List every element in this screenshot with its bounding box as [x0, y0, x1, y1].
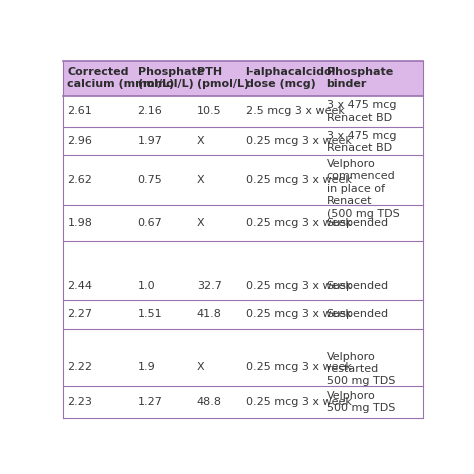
Text: Corrected
calcium (mmol/L): Corrected calcium (mmol/L) [67, 67, 174, 89]
Bar [63, 273, 423, 301]
Text: 0.75: 0.75 [137, 175, 162, 185]
Bar [63, 205, 423, 241]
Text: Suspended: Suspended [327, 310, 389, 319]
Text: 2.96: 2.96 [67, 136, 92, 146]
Text: 1.27: 1.27 [137, 397, 163, 407]
Text: Velphoro
restarted
500 mg TDS: Velphoro restarted 500 mg TDS [327, 352, 395, 386]
Text: Suspended: Suspended [327, 282, 389, 292]
Text: Velphoro
commenced
in place of
Renacet
(500 mg TDS: Velphoro commenced in place of Renacet (… [327, 159, 399, 219]
Text: 41.8: 41.8 [197, 310, 222, 319]
Text: 2.23: 2.23 [67, 397, 92, 407]
Text: X: X [197, 218, 205, 228]
Text: 2.62: 2.62 [67, 175, 92, 185]
Bar [63, 155, 423, 205]
Text: 32.7: 32.7 [197, 282, 222, 292]
Bar [63, 127, 423, 155]
Text: 2.22: 2.22 [67, 362, 92, 372]
Text: 0.25 mcg 3 x week: 0.25 mcg 3 x week [246, 282, 351, 292]
Text: 48.8: 48.8 [197, 397, 222, 407]
Text: 10.5: 10.5 [197, 106, 221, 116]
Bar [63, 301, 423, 328]
Text: 0.25 mcg 3 x week: 0.25 mcg 3 x week [246, 397, 351, 407]
Text: Phosphate
(mmol/L): Phosphate (mmol/L) [137, 67, 204, 89]
Text: 1.9: 1.9 [137, 362, 155, 372]
Text: X: X [197, 175, 205, 185]
Text: 2.27: 2.27 [67, 310, 92, 319]
Text: X: X [197, 362, 205, 372]
Text: X: X [197, 136, 205, 146]
Text: Suspended: Suspended [327, 218, 389, 228]
Text: 2.61: 2.61 [67, 106, 92, 116]
Text: 0.25 mcg 3 x week: 0.25 mcg 3 x week [246, 136, 351, 146]
Text: 0.25 mcg 3 x week: 0.25 mcg 3 x week [246, 310, 351, 319]
Text: 0.67: 0.67 [137, 218, 162, 228]
Text: 1.98: 1.98 [67, 218, 92, 228]
Text: Phosphate
binder: Phosphate binder [327, 67, 393, 89]
Text: 1.51: 1.51 [137, 310, 162, 319]
Text: 2.5 mcg 3 x week: 2.5 mcg 3 x week [246, 106, 345, 116]
Text: l-alphacalcidol
dose (mcg): l-alphacalcidol dose (mcg) [246, 67, 336, 89]
Text: 3 x 475 mcg
Renacet BD: 3 x 475 mcg Renacet BD [327, 100, 396, 123]
Text: 2.44: 2.44 [67, 282, 92, 292]
Bar [63, 328, 423, 347]
Text: 3 x 475 mcg
Renacet BD: 3 x 475 mcg Renacet BD [327, 131, 396, 154]
Text: PTH
(pmol/L): PTH (pmol/L) [197, 67, 249, 89]
Text: Velphoro
500 mg TDS: Velphoro 500 mg TDS [327, 391, 395, 413]
Bar [63, 386, 423, 418]
Text: 0.25 mcg 3 x week: 0.25 mcg 3 x week [246, 175, 351, 185]
Text: 1.97: 1.97 [137, 136, 163, 146]
Text: 0.25 mcg 3 x week: 0.25 mcg 3 x week [246, 362, 351, 372]
Text: 2.16: 2.16 [137, 106, 162, 116]
Text: 1.0: 1.0 [137, 282, 155, 292]
Bar [63, 61, 423, 96]
Bar [63, 241, 423, 273]
Text: 0.25 mcg 3 x week: 0.25 mcg 3 x week [246, 218, 351, 228]
Bar [63, 96, 423, 127]
Bar [63, 347, 423, 386]
